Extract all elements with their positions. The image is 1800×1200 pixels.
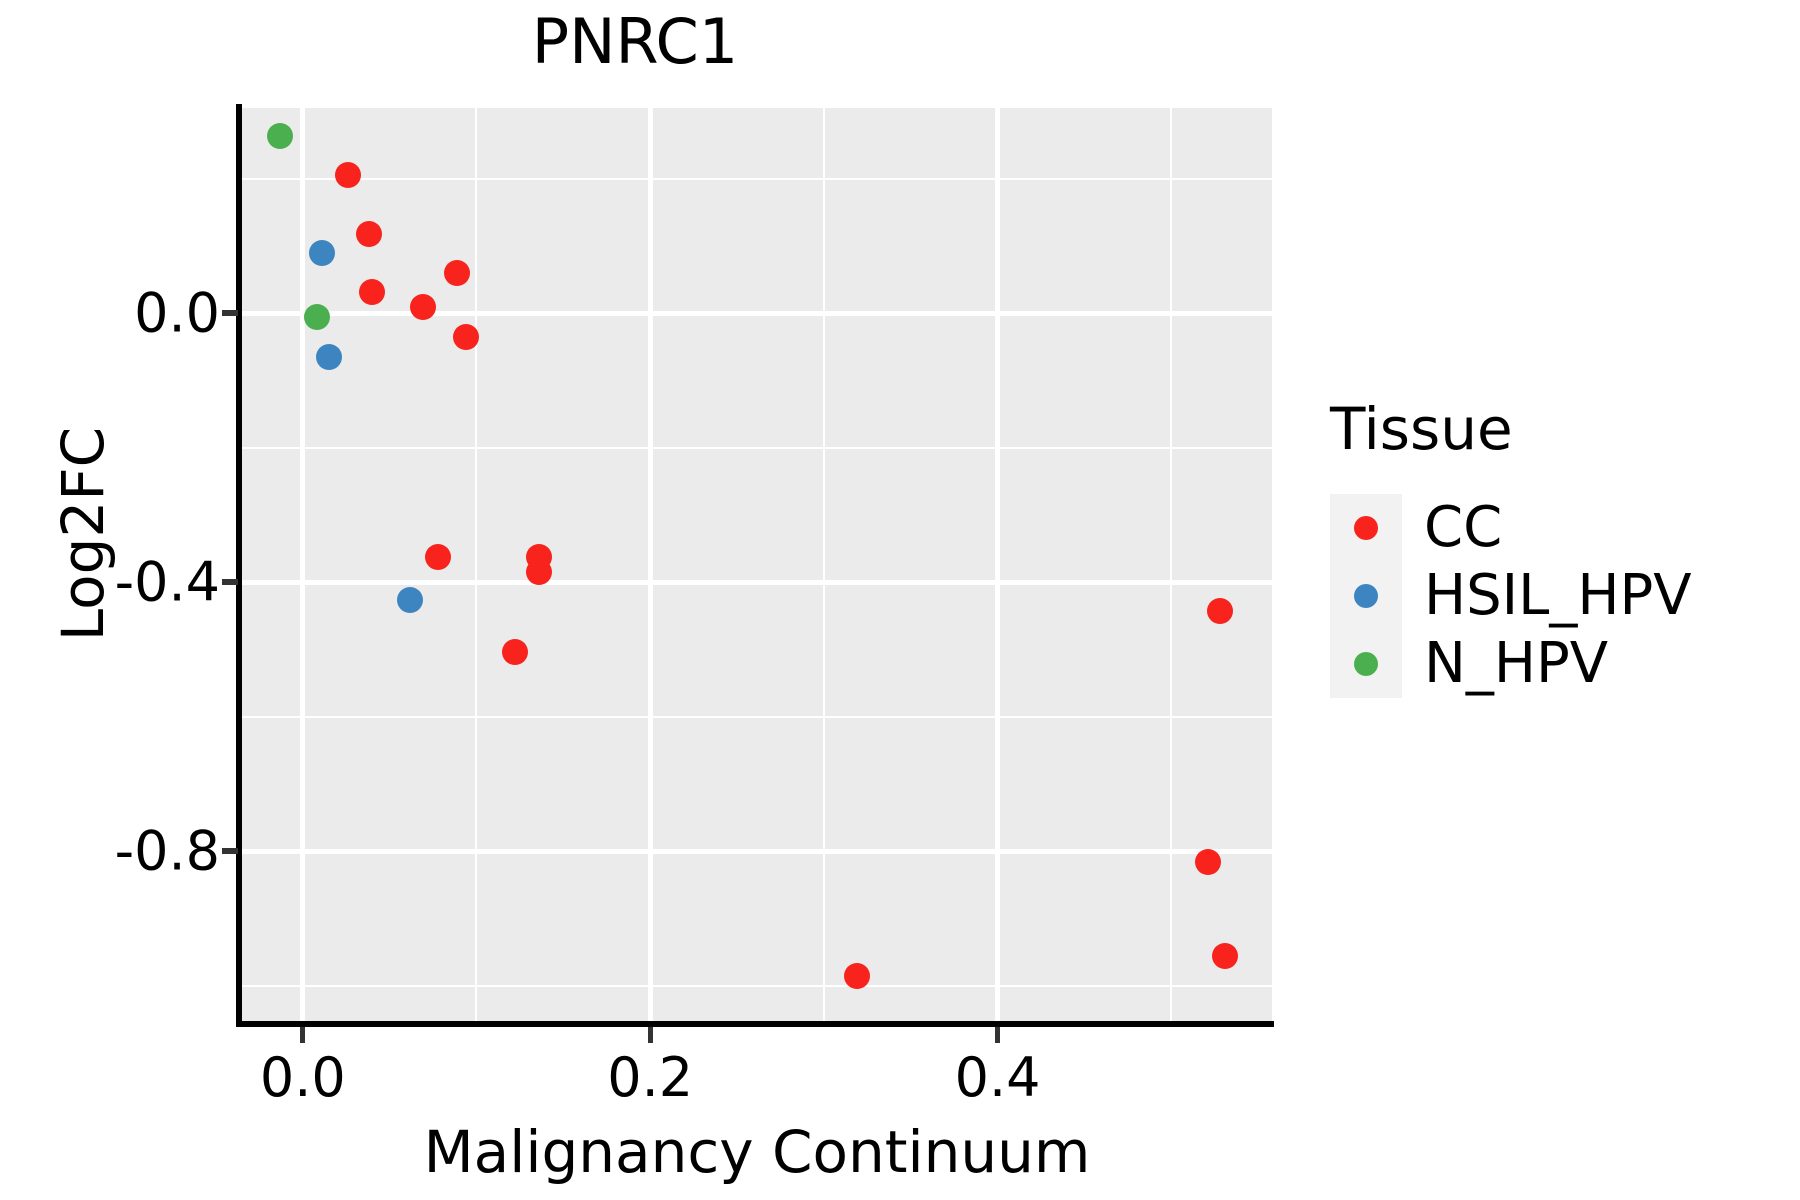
legend-dot-icon bbox=[1354, 584, 1378, 608]
scatter-point-hsil_hpv bbox=[315, 343, 342, 370]
legend: Tissue CC HSIL_HPV N_HPV bbox=[1330, 400, 1790, 698]
y-axis-tick bbox=[222, 848, 238, 855]
scatter-point-cc bbox=[453, 323, 480, 350]
page-title: PNRC1 bbox=[531, 5, 739, 78]
gridline-horizontal-major bbox=[242, 579, 1272, 585]
legend-item-label: CC bbox=[1424, 495, 1503, 560]
scatter-point-cc bbox=[1212, 942, 1239, 969]
x-axis-tick-label: 0.4 bbox=[954, 1046, 1041, 1109]
legend-dot-icon bbox=[1354, 652, 1378, 676]
gridline-horizontal-minor bbox=[242, 446, 1272, 449]
scatter-point-cc bbox=[334, 162, 361, 189]
scatter-point-cc bbox=[1206, 598, 1233, 625]
gridline-horizontal-minor bbox=[242, 715, 1272, 718]
legend-swatch bbox=[1330, 562, 1402, 630]
scatter-point-cc bbox=[425, 544, 452, 571]
scatter-point-cc bbox=[409, 294, 436, 321]
gridline-vertical-major bbox=[647, 108, 653, 1023]
y-axis-title: Log2FC bbox=[49, 426, 117, 642]
x-axis-tick bbox=[300, 1027, 306, 1043]
scatter-point-n_hpv bbox=[303, 304, 330, 331]
legend-item-label: N_HPV bbox=[1424, 631, 1609, 696]
gridline-horizontal-minor bbox=[242, 177, 1272, 180]
legend-keys: CC HSIL_HPV N_HPV bbox=[1330, 494, 1790, 698]
x-axis-tick-label: 0.2 bbox=[607, 1046, 694, 1109]
scatter-point-cc bbox=[843, 962, 870, 989]
y-axis-tick bbox=[222, 310, 238, 317]
legend-swatch bbox=[1330, 494, 1402, 562]
legend-swatch bbox=[1330, 630, 1402, 698]
scatter-point-hsil_hpv bbox=[397, 586, 424, 613]
gridline-vertical-minor bbox=[1170, 108, 1173, 1023]
x-axis-tick bbox=[647, 1027, 653, 1043]
scatter-point-hsil_hpv bbox=[308, 239, 335, 266]
scatter-point-cc bbox=[526, 559, 552, 586]
gridline-vertical-minor bbox=[822, 108, 825, 1023]
y-axis-tick-label: 0.0 bbox=[134, 281, 220, 345]
legend-title: Tissue bbox=[1330, 395, 1513, 463]
x-axis-tick-label: 0.0 bbox=[259, 1046, 346, 1109]
y-axis-tick-label: -0.4 bbox=[114, 550, 220, 614]
x-axis-line bbox=[236, 1021, 1274, 1027]
gridline-horizontal-major bbox=[242, 310, 1272, 316]
gridline-vertical-minor bbox=[475, 108, 478, 1023]
legend-item-hsil_hpv[interactable]: HSIL_HPV bbox=[1330, 562, 1790, 630]
scatter-point-cc bbox=[1194, 848, 1221, 875]
y-axis-line bbox=[236, 104, 242, 1027]
gridline-vertical-major bbox=[300, 108, 306, 1023]
gridline-horizontal-major bbox=[242, 848, 1272, 854]
scatter-point-cc bbox=[501, 639, 528, 666]
y-axis-tick bbox=[222, 579, 238, 586]
legend-item-cc[interactable]: CC bbox=[1330, 494, 1790, 562]
scatter-point-cc bbox=[359, 278, 386, 305]
legend-item-n_hpv[interactable]: N_HPV bbox=[1330, 630, 1790, 698]
scatter-point-cc bbox=[444, 259, 471, 286]
y-axis-tick-label: -0.8 bbox=[114, 819, 220, 883]
gridline-vertical-major bbox=[995, 108, 1001, 1023]
scatter-point-n_hpv bbox=[267, 122, 294, 149]
gridline-horizontal-minor bbox=[242, 984, 1272, 987]
x-axis-title: Malignancy Continuum bbox=[423, 1118, 1091, 1186]
legend-dot-icon bbox=[1354, 516, 1378, 540]
x-axis-tick bbox=[995, 1027, 1001, 1043]
scatter-point-cc bbox=[355, 221, 382, 248]
plot-panel bbox=[242, 108, 1272, 1023]
legend-item-label: HSIL_HPV bbox=[1424, 563, 1692, 628]
